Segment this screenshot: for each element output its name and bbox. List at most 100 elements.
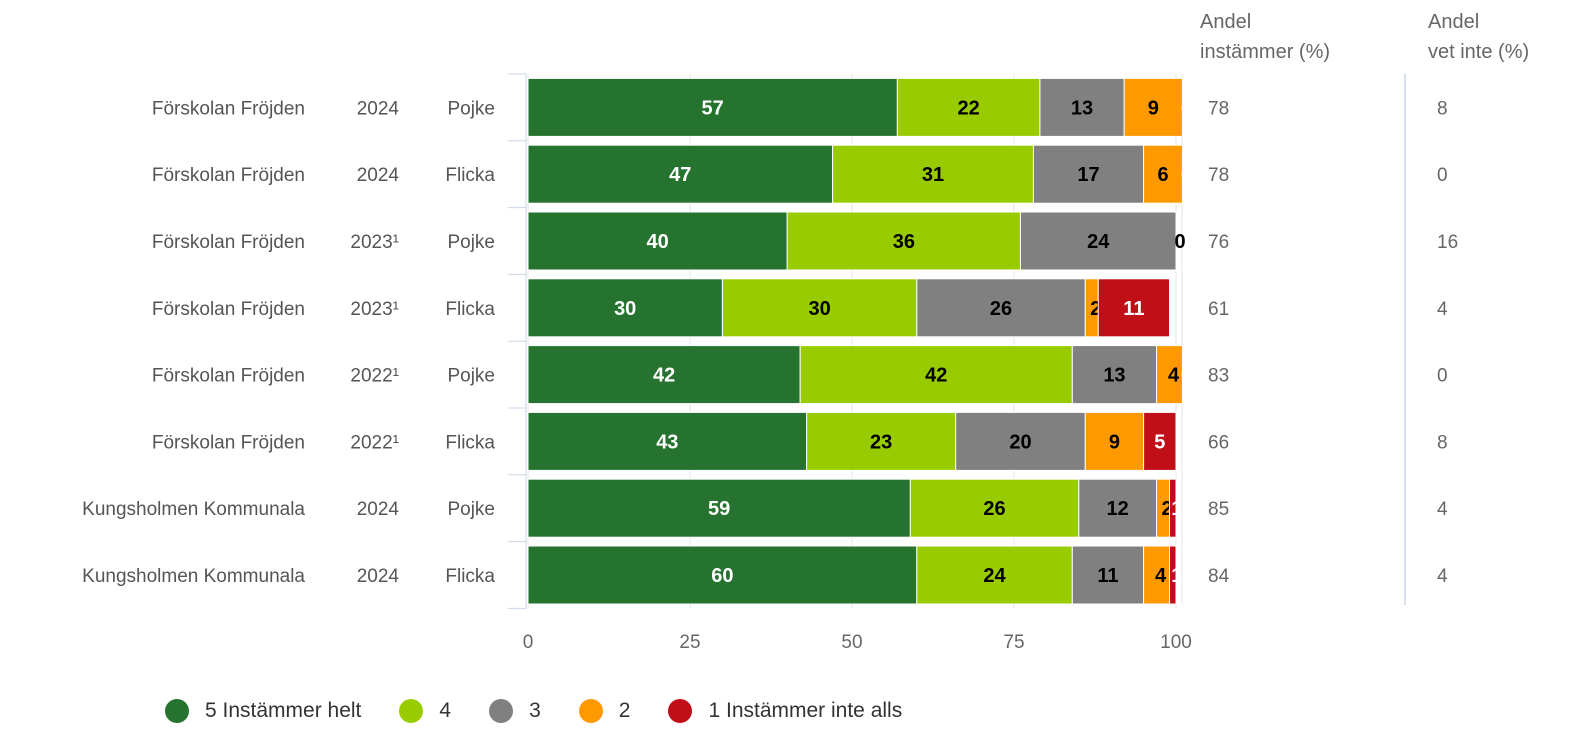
bar-segment bbox=[1039, 77, 1125, 137]
bar-segment bbox=[1169, 545, 1177, 605]
row-year-label: 2023¹ bbox=[350, 232, 399, 253]
bar-data-label: 30 bbox=[614, 298, 636, 320]
bar-segment bbox=[1169, 478, 1177, 538]
bar-segment bbox=[799, 345, 1073, 405]
row-school-label: Kungsholmen Kommunala bbox=[82, 566, 305, 587]
bar-segment bbox=[1019, 211, 1177, 271]
legend-item[interactable]: 5 Instämmer helt bbox=[165, 699, 361, 723]
row-gender-label: Pojke bbox=[447, 98, 495, 119]
x-tick-label: 0 bbox=[523, 632, 534, 653]
bar-segment bbox=[527, 545, 918, 605]
dont-know-share-value: 16 bbox=[1437, 232, 1458, 253]
bar-segment bbox=[527, 77, 898, 137]
bar-segment bbox=[1143, 411, 1177, 471]
agree-share-value: 78 bbox=[1208, 98, 1229, 119]
bar-segment bbox=[527, 278, 723, 338]
agree-share-value: 61 bbox=[1208, 299, 1229, 320]
dont-know-share-value: 0 bbox=[1437, 165, 1448, 186]
bar-segment bbox=[916, 278, 1086, 338]
legend-item[interactable]: 1 Instämmer inte alls bbox=[668, 699, 902, 723]
row-school-label: Förskolan Fröjden bbox=[152, 432, 305, 453]
row-year-label: 2024 bbox=[357, 98, 400, 119]
bar-data-label: 0 bbox=[1181, 97, 1192, 119]
legend-label: 5 Instämmer helt bbox=[205, 699, 362, 722]
bar-segment bbox=[527, 411, 808, 471]
bar-segment bbox=[1071, 545, 1145, 605]
agree-share-value: 84 bbox=[1208, 566, 1230, 587]
bar-segment bbox=[955, 411, 1086, 471]
agree-share-value: 83 bbox=[1208, 366, 1229, 387]
chart-rows: Förskolan Fröjden 2024 Pojke 57 22 13 9 0 78 8För… bbox=[82, 77, 1458, 605]
agree-share-value: 66 bbox=[1208, 432, 1229, 453]
bar-data-label: 4 bbox=[1155, 565, 1167, 587]
agree-share-value: 78 bbox=[1208, 165, 1229, 186]
bar-data-label: 43 bbox=[656, 431, 678, 453]
bar-data-label: 30 bbox=[808, 298, 830, 320]
row-year-label: 2024 bbox=[357, 499, 400, 520]
bar-segment bbox=[832, 144, 1034, 204]
bar-data-label: 2 bbox=[1161, 498, 1172, 520]
row-year-label: 2022¹ bbox=[350, 432, 399, 453]
bar-segment bbox=[786, 211, 1021, 271]
bar-segment bbox=[721, 278, 918, 338]
x-tick-label: 25 bbox=[679, 632, 700, 653]
legend-item[interactable]: 3 bbox=[489, 699, 541, 723]
row-gender-label: Flicka bbox=[445, 566, 495, 587]
bar-segment bbox=[527, 478, 911, 538]
row-school-label: Förskolan Fröjden bbox=[152, 165, 305, 186]
row-gender-label: Pojke bbox=[447, 232, 495, 253]
bar-data-label: 36 bbox=[893, 231, 915, 253]
chart-legend: 5 Instämmer helt 4 3 2 1 Instämmer inte alls bbox=[165, 695, 940, 727]
bar-data-label: 20 bbox=[1009, 431, 1031, 453]
bar-data-label: 26 bbox=[983, 498, 1005, 520]
bar-data-label: 4 bbox=[1168, 365, 1180, 387]
legend-item[interactable]: 4 bbox=[399, 699, 451, 723]
bar-segment bbox=[1123, 77, 1183, 137]
row-school-label: Förskolan Fröjden bbox=[152, 98, 305, 119]
row-gender-label: Flicka bbox=[445, 299, 495, 320]
row-year-label: 2024 bbox=[357, 165, 400, 186]
dont-know-share-value: 8 bbox=[1437, 432, 1448, 453]
bar-segment bbox=[527, 211, 788, 271]
side-column-header: instämmer (%) bbox=[1200, 41, 1330, 63]
bar-data-label: 11 bbox=[1097, 565, 1118, 587]
bar-data-label: 13 bbox=[1071, 97, 1093, 119]
bar-data-label: 9 bbox=[1109, 431, 1120, 453]
row-gender-label: Flicka bbox=[445, 165, 495, 186]
legend-swatch bbox=[668, 699, 693, 723]
row-school-label: Förskolan Fröjden bbox=[152, 299, 305, 320]
bar-segment bbox=[916, 545, 1073, 605]
bar-data-label: 17 bbox=[1077, 164, 1099, 186]
row-year-label: 2022¹ bbox=[350, 366, 399, 387]
row-gender-label: Pojke bbox=[447, 366, 495, 387]
legend-label: 2 bbox=[618, 699, 631, 722]
row-gender-label: Pojke bbox=[447, 499, 495, 520]
bar-data-label: 0 bbox=[1181, 164, 1192, 186]
agree-share-value: 76 bbox=[1208, 232, 1229, 253]
legend-swatch bbox=[578, 699, 603, 723]
bar-data-label: 1 bbox=[1171, 498, 1182, 520]
bar-segment bbox=[1078, 478, 1158, 538]
x-tick-label: 100 bbox=[1160, 632, 1192, 653]
bar-segment bbox=[1143, 545, 1171, 605]
bar-data-label: 59 bbox=[708, 498, 730, 520]
dont-know-share-value: 4 bbox=[1437, 499, 1448, 520]
bar-data-label: 11 bbox=[1123, 298, 1144, 320]
bar-data-label: 6 bbox=[1157, 164, 1168, 186]
bar-data-label: 1 bbox=[1171, 565, 1182, 587]
bar-data-label: 12 bbox=[1107, 498, 1129, 520]
bar-data-label: 42 bbox=[653, 365, 675, 387]
bar-segment bbox=[1084, 411, 1145, 471]
stacked-bar-chart: Andel instämmer (%) Andel vet inte (%) Förs… bbox=[82, 11, 1529, 653]
bar-data-label: 40 bbox=[646, 231, 668, 253]
dont-know-share-value: 0 bbox=[1437, 366, 1448, 387]
side-column-header: Andel bbox=[1200, 11, 1251, 33]
bar-data-label: 0 bbox=[1181, 365, 1192, 387]
bar-data-label: 26 bbox=[990, 298, 1012, 320]
legend-item[interactable]: 2 bbox=[578, 699, 631, 723]
legend-swatch bbox=[489, 699, 514, 723]
bar-data-label: 5 bbox=[1154, 431, 1165, 453]
legend-label: 4 bbox=[439, 699, 452, 722]
bar-data-label: 24 bbox=[983, 565, 1006, 587]
bar-segment bbox=[1097, 278, 1171, 338]
